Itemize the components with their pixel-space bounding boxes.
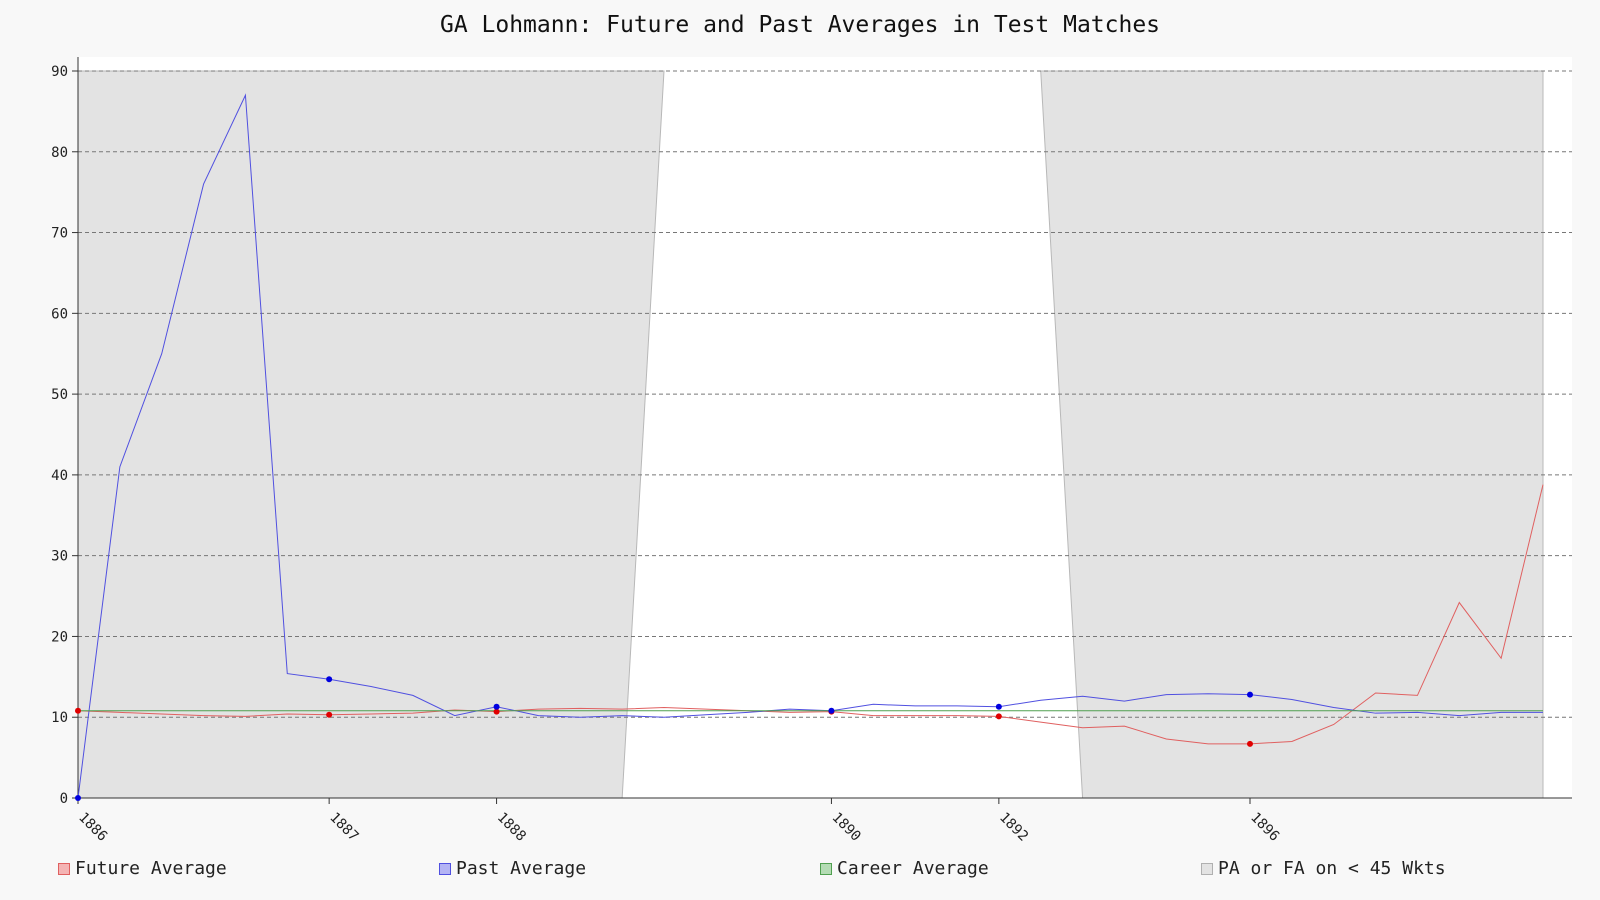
marker-past-1 — [75, 795, 81, 801]
x-tick-label-1896: 1896 — [1247, 810, 1282, 845]
x-tick-label-1887: 1887 — [326, 810, 361, 845]
marker-future-1 — [75, 707, 81, 714]
legend-item-future: Future Average — [58, 858, 227, 879]
marker-past-23 — [995, 703, 1002, 710]
series-line-future — [77, 484, 1544, 745]
chart-legend: Future Average Past Average Career Avera… — [0, 858, 1600, 888]
y-tick-label-70: 70 — [51, 226, 68, 242]
x-tick-label-1888: 1888 — [494, 810, 529, 845]
legend-label-past: Past Average — [456, 858, 587, 879]
legend-label-career: Career Average — [837, 858, 989, 879]
legend-label-shade: PA or FA on < 45 Wkts — [1218, 858, 1446, 879]
marker-past-11 — [493, 703, 500, 710]
marker-future-29 — [1247, 740, 1253, 747]
marker-past-7 — [326, 676, 333, 683]
y-tick-label-30: 30 — [51, 549, 68, 565]
legend-item-shade: PA or FA on < 45 Wkts — [1201, 858, 1446, 879]
marker-future-11 — [493, 708, 500, 715]
y-tick-label-40: 40 — [51, 468, 68, 484]
legend-label-future: Future Average — [75, 858, 227, 879]
y-tick-label-20: 20 — [51, 629, 68, 645]
legend-item-career: Career Average — [820, 858, 989, 879]
marker-future-7 — [326, 711, 333, 718]
chart-title: GA Lohmann: Future and Past Averages in … — [439, 12, 1161, 38]
y-tick-label-10: 10 — [51, 710, 68, 726]
x-tick-label-1892: 1892 — [996, 810, 1031, 845]
chart-plot: 0 10 20 30 40 50 60 70 80 90 1886 1887 1888 1890 1892 1… — [51, 57, 1572, 845]
y-tick-label-80: 80 — [51, 145, 68, 161]
legend-swatch-career — [820, 862, 832, 875]
y-tick-label-60: 60 — [51, 306, 68, 322]
y-tick-label-90: 90 — [51, 64, 68, 80]
marker-future-23 — [995, 713, 1002, 720]
shaded-region-1 — [77, 70, 665, 799]
x-tick-label-1890: 1890 — [829, 810, 864, 845]
y-tick-label-0: 0 — [60, 791, 68, 807]
legend-swatch-past — [439, 862, 451, 875]
series-line-past — [77, 93, 1543, 799]
x-tick-label-1886: 1886 — [75, 810, 110, 845]
legend-swatch-future — [58, 862, 70, 875]
legend-item-past: Past Average — [439, 858, 586, 879]
legend-swatch-shade — [1201, 862, 1213, 875]
shaded-region-2 — [1040, 70, 1544, 799]
marker-past-19 — [828, 707, 835, 714]
y-tick-label-50: 50 — [51, 387, 68, 403]
marker-past-29 — [1247, 691, 1253, 698]
